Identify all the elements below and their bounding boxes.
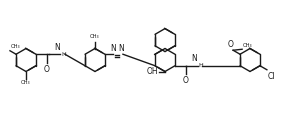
Text: CH₃: CH₃	[11, 44, 21, 49]
Text: N: N	[118, 44, 124, 53]
Text: O: O	[183, 76, 189, 85]
Text: N: N	[110, 44, 116, 53]
Text: CH₃: CH₃	[21, 81, 31, 86]
Text: H: H	[61, 52, 66, 57]
Text: N: N	[191, 54, 197, 63]
Text: CH₃: CH₃	[90, 34, 100, 39]
Text: OH: OH	[146, 67, 158, 76]
Text: CH₃: CH₃	[243, 43, 253, 48]
Text: O: O	[227, 40, 233, 49]
Text: N: N	[54, 43, 60, 52]
Text: Cl: Cl	[268, 72, 275, 81]
Text: O: O	[44, 65, 50, 74]
Text: H: H	[198, 63, 203, 68]
